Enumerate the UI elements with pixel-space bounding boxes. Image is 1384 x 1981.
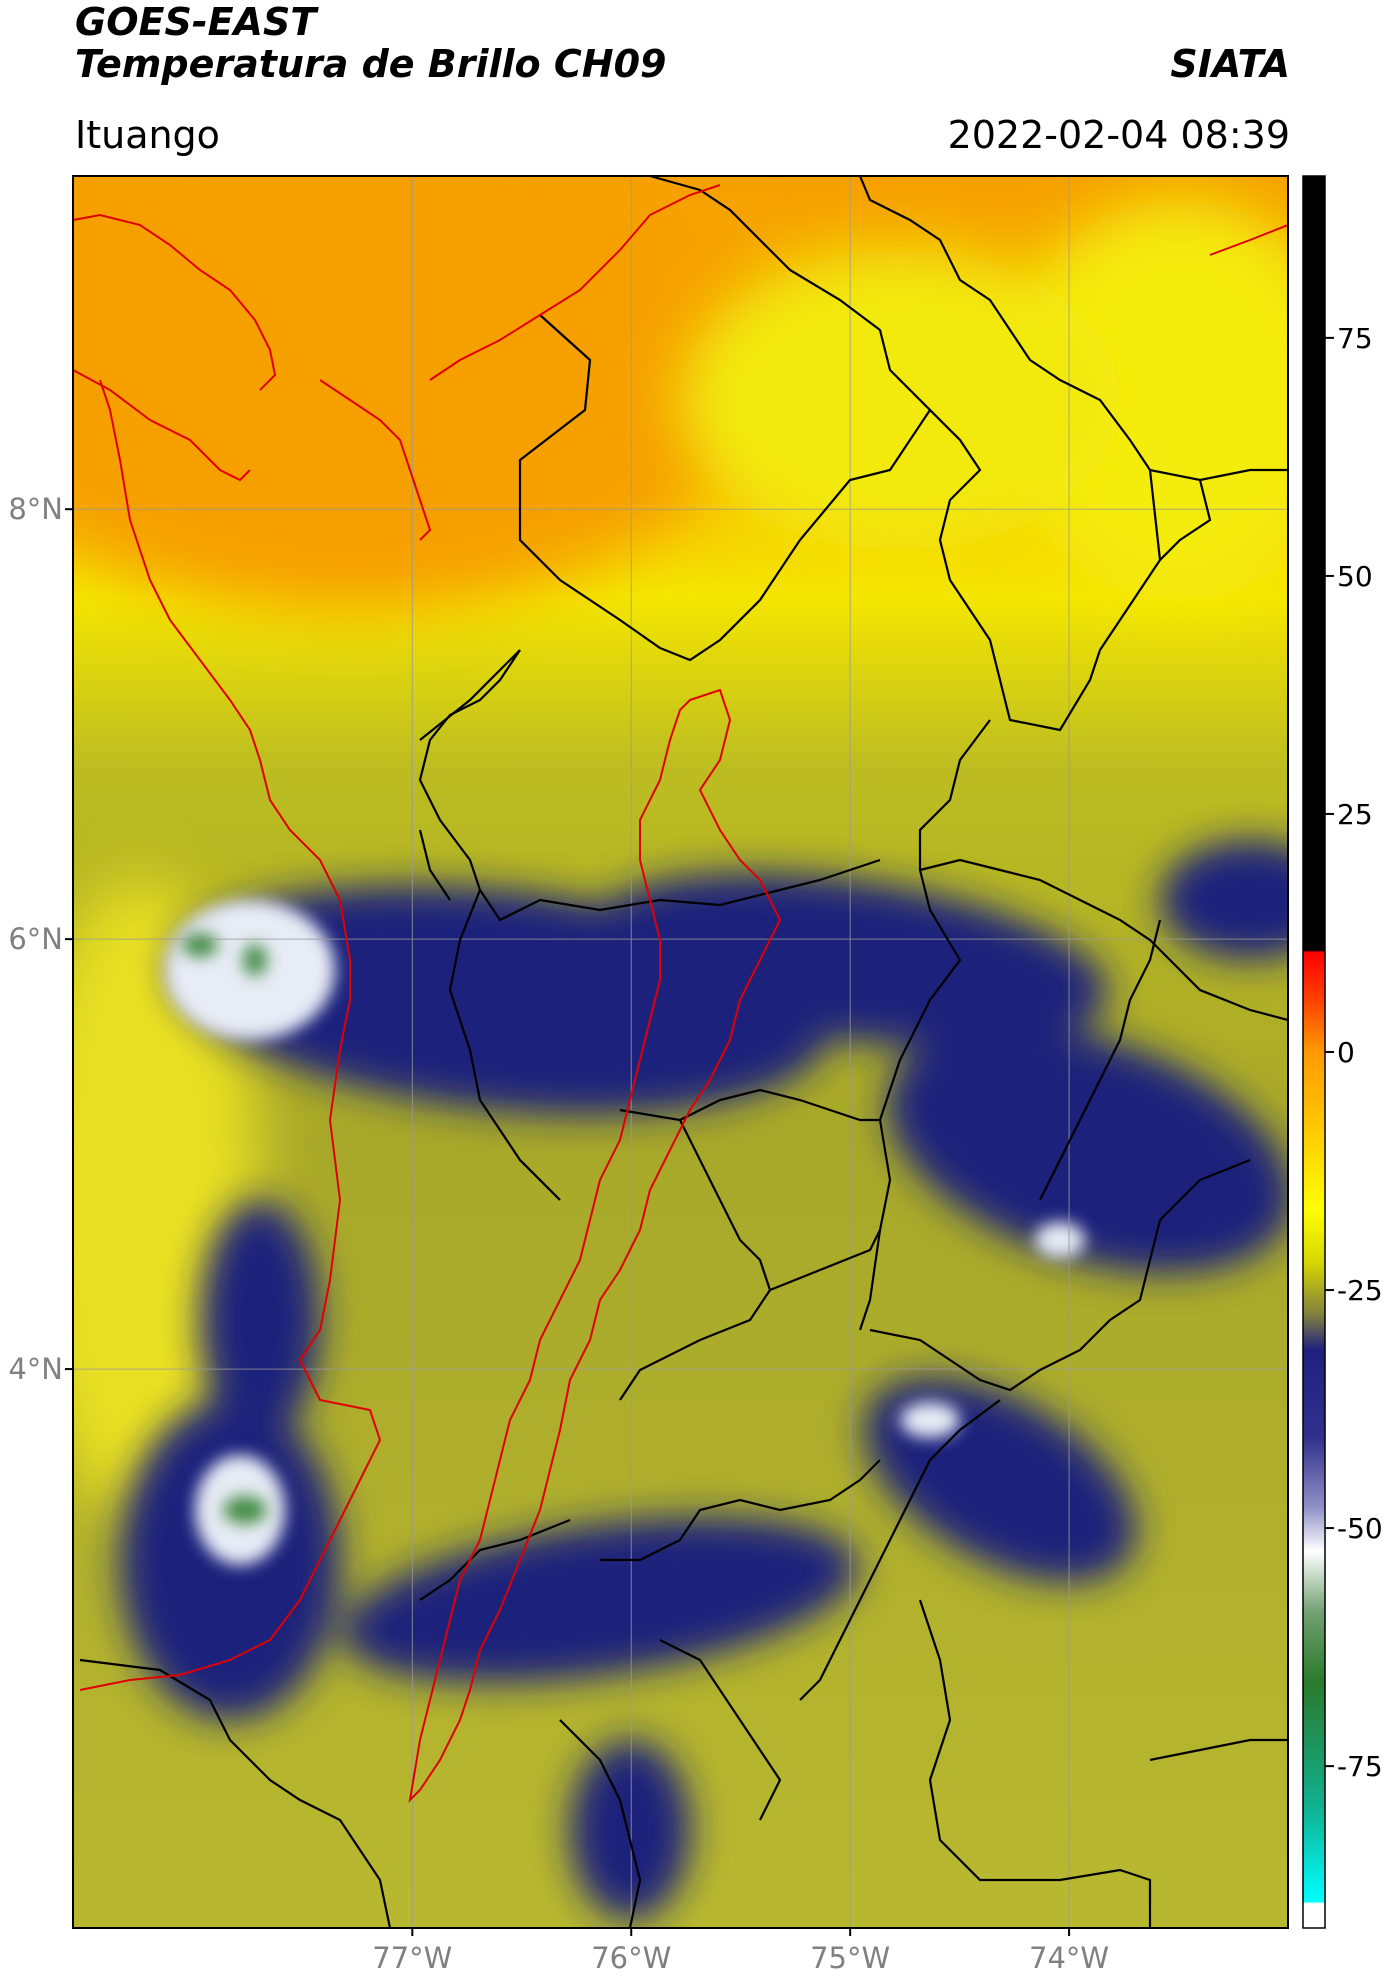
- colorbar-tick-label: 50: [1337, 560, 1373, 593]
- source-label: SIATA: [1170, 42, 1290, 86]
- title-satellite: GOES-EAST: [75, 0, 317, 44]
- colorbar-tick-label: 0: [1337, 1036, 1355, 1069]
- colorbar-tick-label: -75: [1337, 1750, 1383, 1783]
- latitude-labels: 8°N 6°N 4°N: [8, 492, 73, 1386]
- lat-tick-label: 8°N: [8, 492, 63, 526]
- lon-tick-label: 77°W: [372, 1941, 452, 1975]
- lat-tick-label: 4°N: [8, 1352, 63, 1386]
- datetime-label: 2022-02-04 08:39: [947, 113, 1290, 157]
- map-frame: [72, 175, 1289, 1929]
- longitude-labels: 77°W 76°W 75°W 74°W: [372, 1928, 1109, 1975]
- coastline-and-study-area: [73, 184, 1288, 1803]
- colorbar-tick-label: 75: [1337, 322, 1373, 355]
- lon-tick-label: 75°W: [810, 1941, 890, 1975]
- department-borders: [79, 176, 1288, 1928]
- colorbar-ticks: 75 50 25 0 -25 -50 -75: [1325, 322, 1383, 1783]
- graticule: [73, 176, 1288, 1928]
- colorbar-tick-label: -25: [1337, 1274, 1383, 1307]
- lat-tick-label: 6°N: [8, 922, 63, 956]
- colorbar-tick-label: 25: [1337, 798, 1373, 831]
- region-label: Ituango: [75, 113, 220, 157]
- colorbar: [1302, 175, 1326, 1929]
- lon-tick-label: 76°W: [591, 1941, 671, 1975]
- title-product: Temperatura de Brillo CH09: [75, 42, 667, 86]
- lon-tick-label: 74°W: [1029, 1941, 1109, 1975]
- satellite-field: [73, 176, 1288, 1928]
- colorbar-tick-label: -50: [1337, 1512, 1383, 1545]
